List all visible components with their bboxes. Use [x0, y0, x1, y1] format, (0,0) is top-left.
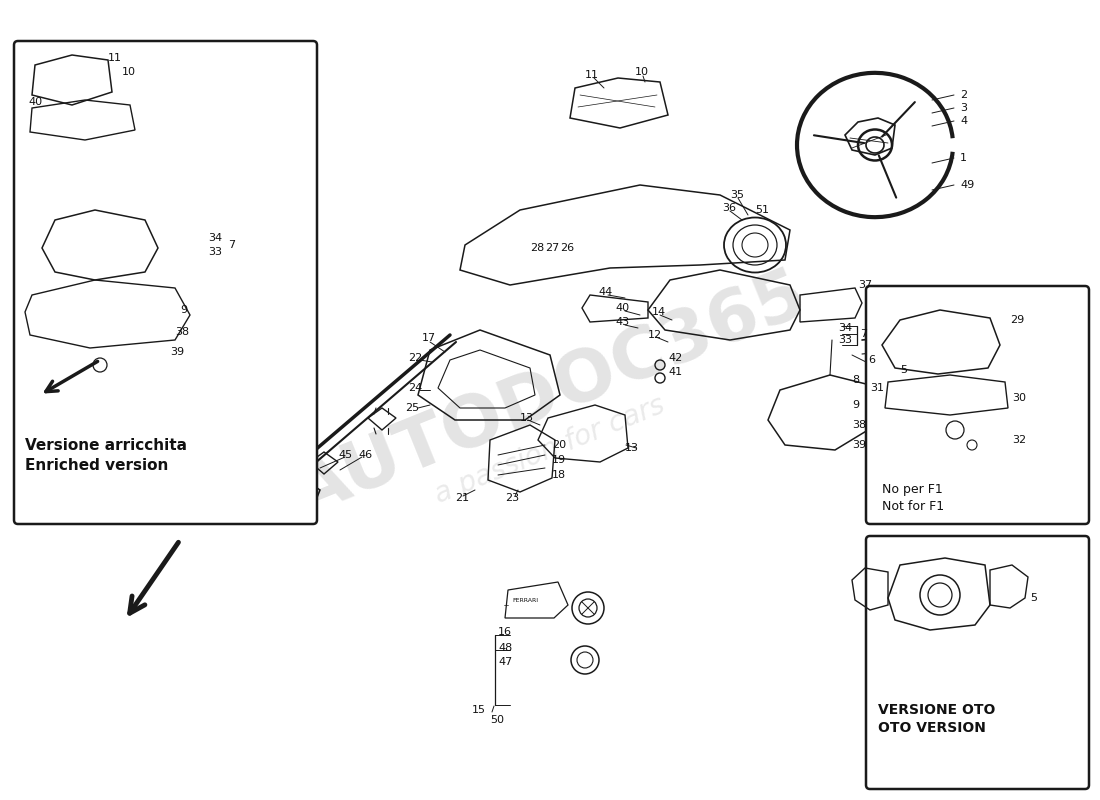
Text: 39: 39 [852, 440, 866, 450]
Text: 1: 1 [960, 153, 967, 163]
Text: 34: 34 [838, 323, 853, 333]
Text: 21: 21 [455, 493, 469, 503]
Text: 5: 5 [900, 365, 908, 375]
Text: 11: 11 [108, 53, 122, 63]
Text: 13: 13 [520, 413, 534, 423]
FancyBboxPatch shape [866, 536, 1089, 789]
Text: 7: 7 [228, 240, 235, 250]
Text: 34: 34 [208, 233, 222, 243]
Text: 3: 3 [960, 103, 967, 113]
Text: Not for F1: Not for F1 [882, 499, 944, 513]
Text: 32: 32 [1012, 435, 1026, 445]
Text: 46: 46 [358, 450, 372, 460]
Text: 33: 33 [208, 247, 222, 257]
FancyBboxPatch shape [14, 41, 317, 524]
Text: 25: 25 [405, 403, 419, 413]
Text: 7: 7 [860, 329, 867, 339]
Text: 51: 51 [755, 205, 769, 215]
Text: a passion for cars: a passion for cars [431, 391, 669, 509]
Text: 44: 44 [598, 287, 613, 297]
Text: 50: 50 [490, 715, 504, 725]
Text: 40: 40 [615, 303, 629, 313]
Text: 11: 11 [585, 70, 600, 80]
Text: 9: 9 [852, 400, 859, 410]
FancyBboxPatch shape [866, 286, 1089, 524]
Text: No per F1: No per F1 [882, 483, 943, 497]
Text: 10: 10 [635, 67, 649, 77]
Text: 17: 17 [422, 333, 436, 343]
Text: 40: 40 [28, 97, 42, 107]
Text: AUTODOC365: AUTODOC365 [283, 260, 817, 530]
Text: 23: 23 [505, 493, 519, 503]
Text: 16: 16 [498, 627, 512, 637]
Text: 35: 35 [730, 190, 744, 200]
Text: 9: 9 [180, 305, 187, 315]
Text: 24: 24 [408, 383, 422, 393]
Text: 36: 36 [722, 203, 736, 213]
Text: 37: 37 [858, 280, 872, 290]
Text: OTO VERSION: OTO VERSION [878, 721, 986, 735]
Text: 47: 47 [498, 657, 513, 667]
Text: 19: 19 [552, 455, 567, 465]
Text: 12: 12 [648, 330, 662, 340]
Text: 22: 22 [408, 353, 422, 363]
Text: 41: 41 [668, 367, 682, 377]
Text: 45: 45 [338, 450, 352, 460]
Text: 8: 8 [852, 375, 859, 385]
Text: 26: 26 [560, 243, 574, 253]
Text: 38: 38 [852, 420, 866, 430]
Text: Enriched version: Enriched version [25, 458, 168, 473]
Text: 6: 6 [868, 355, 875, 365]
Text: 38: 38 [175, 327, 189, 337]
Text: 29: 29 [1010, 315, 1024, 325]
Text: 20: 20 [552, 440, 567, 450]
Text: 10: 10 [122, 67, 136, 77]
Text: 48: 48 [498, 643, 513, 653]
Text: 31: 31 [870, 383, 884, 393]
Text: VERSIONE OTO: VERSIONE OTO [878, 703, 996, 717]
Text: 28: 28 [530, 243, 544, 253]
Text: 14: 14 [652, 307, 667, 317]
Text: 49: 49 [960, 180, 975, 190]
Text: 2: 2 [960, 90, 967, 100]
Text: 33: 33 [838, 335, 853, 345]
Text: FERRARI: FERRARI [512, 598, 538, 602]
Text: 5: 5 [1030, 593, 1037, 603]
Text: 42: 42 [668, 353, 682, 363]
Text: Versione arricchita: Versione arricchita [25, 438, 187, 453]
Text: 13: 13 [625, 443, 639, 453]
Text: 4: 4 [960, 116, 967, 126]
Text: 39: 39 [170, 347, 184, 357]
Text: 43: 43 [615, 317, 629, 327]
Text: 30: 30 [1012, 393, 1026, 403]
Text: 18: 18 [552, 470, 567, 480]
Text: 15: 15 [472, 705, 486, 715]
Text: 27: 27 [544, 243, 559, 253]
